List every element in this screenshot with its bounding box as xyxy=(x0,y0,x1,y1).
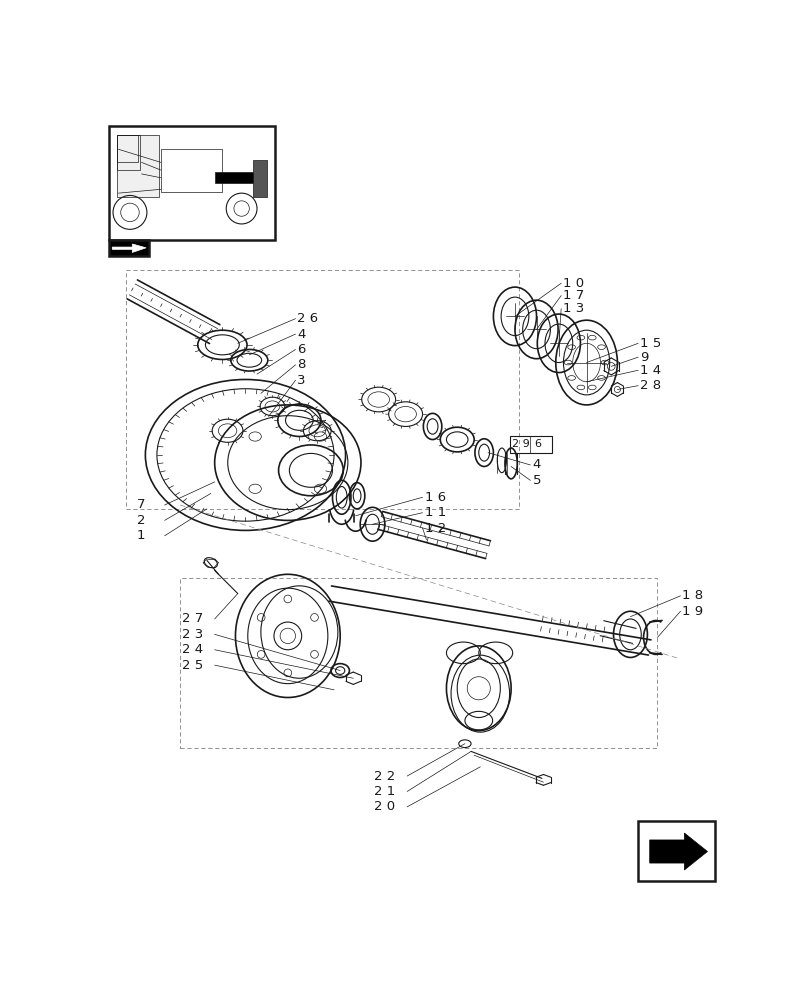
Text: 2 8: 2 8 xyxy=(640,379,661,392)
Text: 1 5: 1 5 xyxy=(640,337,661,350)
Text: 1 2: 1 2 xyxy=(425,522,446,535)
Text: 2 6: 2 6 xyxy=(297,312,318,325)
Text: 7: 7 xyxy=(137,498,145,512)
Text: 1 1: 1 1 xyxy=(425,506,446,519)
Text: 9: 9 xyxy=(640,351,648,364)
Text: 3: 3 xyxy=(297,374,305,387)
Bar xyxy=(117,135,159,197)
Text: 6: 6 xyxy=(297,343,305,356)
Bar xyxy=(510,436,552,453)
Polygon shape xyxy=(112,244,146,252)
Text: 1: 1 xyxy=(137,529,145,542)
Bar xyxy=(638,821,715,881)
Bar xyxy=(161,149,222,192)
Text: 2 7: 2 7 xyxy=(182,612,203,625)
Polygon shape xyxy=(650,833,708,870)
Text: 2 1: 2 1 xyxy=(374,785,396,798)
Text: 2 5: 2 5 xyxy=(182,659,203,672)
Bar xyxy=(253,160,267,197)
Bar xyxy=(180,578,658,748)
Text: 4: 4 xyxy=(297,328,305,341)
Text: 2 0: 2 0 xyxy=(374,800,396,813)
Text: 6: 6 xyxy=(534,439,541,449)
Text: 1 6: 1 6 xyxy=(425,491,446,504)
Bar xyxy=(109,240,149,256)
Text: 1 7: 1 7 xyxy=(562,289,584,302)
Text: 4: 4 xyxy=(532,458,541,471)
Text: 2 3: 2 3 xyxy=(182,628,203,641)
Bar xyxy=(215,172,257,183)
Text: 1 0: 1 0 xyxy=(562,277,584,290)
Text: 1 8: 1 8 xyxy=(682,589,703,602)
Bar xyxy=(117,135,138,162)
Text: 2 4: 2 4 xyxy=(182,643,203,656)
Text: 2: 2 xyxy=(137,514,145,527)
Text: 1 4: 1 4 xyxy=(640,364,661,377)
Bar xyxy=(109,126,275,240)
Text: 1 3: 1 3 xyxy=(562,302,584,315)
Bar xyxy=(117,135,140,170)
Text: 5: 5 xyxy=(532,474,541,487)
Bar xyxy=(126,270,519,509)
Text: 1 9: 1 9 xyxy=(682,605,703,618)
Text: 8: 8 xyxy=(297,358,305,371)
Text: 2 9: 2 9 xyxy=(512,439,529,449)
Text: 2 2: 2 2 xyxy=(374,770,396,783)
